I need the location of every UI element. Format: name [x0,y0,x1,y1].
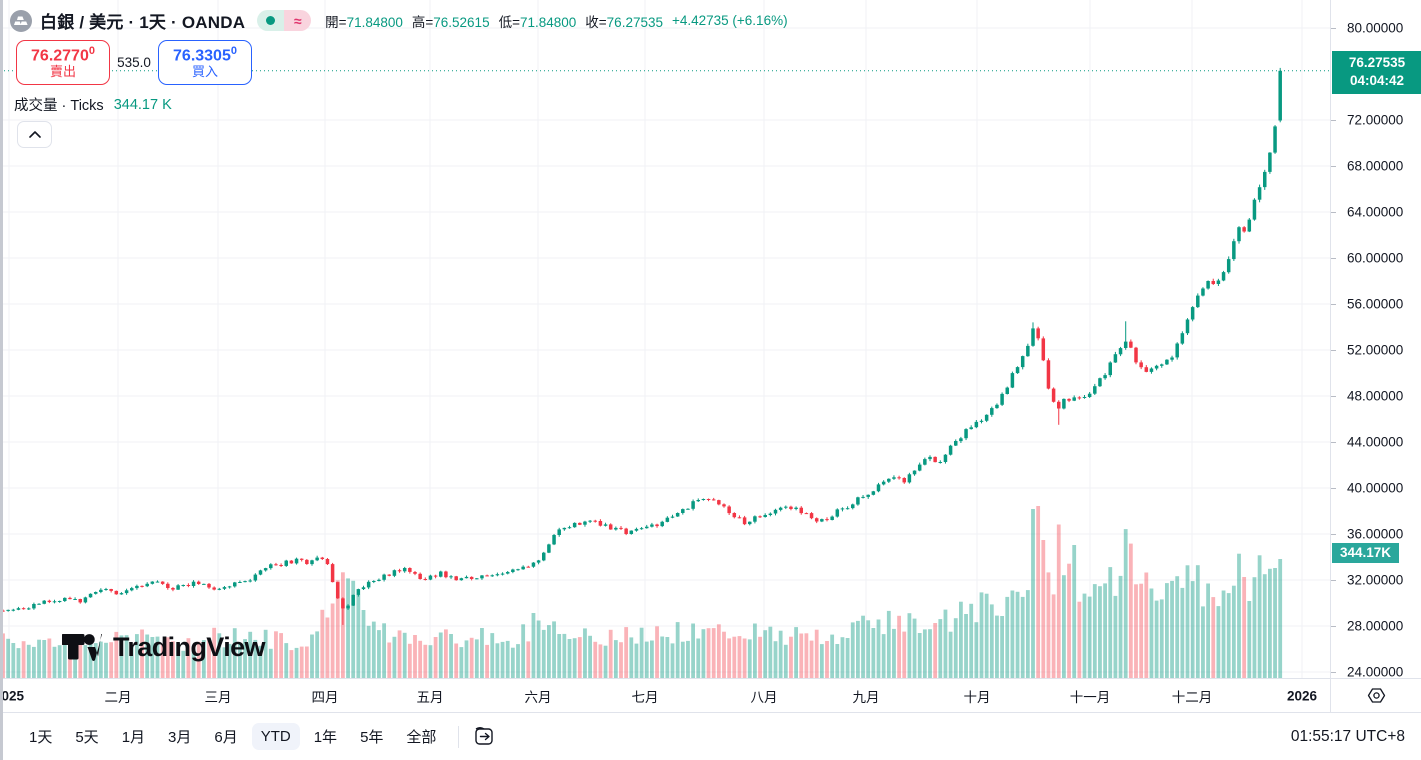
collapse-legend-button[interactable] [17,121,52,148]
volume-indicator-legend[interactable]: 成交量 · Ticks 344.17 K [14,94,172,115]
time-axis-label: 五月 [416,689,444,705]
time-axis[interactable]: 2025 二月 三月 四月 五月 六月 七月 八月 九月 十月 十一月 十二月 2026 [0,678,1330,712]
price-tick [1331,534,1336,535]
price-tick [1331,166,1336,167]
price-axis-label: 24.00000 [1347,664,1404,680]
time-axis-label: 九月 [852,689,880,705]
time-axis-label: 十一月 [1069,689,1111,705]
price-tick [1331,672,1336,673]
buy-button[interactable]: 76.33050 買入 [158,40,252,85]
time-axis-label: 十月 [963,689,991,705]
price-axis[interactable]: 76.27535 04:04:42 344.17K 80.00000 72.000… [1330,0,1421,680]
time-axis-label: 2026 [1286,688,1318,703]
price-axis-label: 80.00000 [1347,20,1404,36]
range-button-1天[interactable]: 1天 [29,729,53,746]
range-button-3月[interactable]: 3月 [168,729,192,746]
date-range-buttons: 1天 5天 1月 3月 6月 YTD 1年 5年 全部 [20,721,450,752]
price-axis-label: 72.00000 [1347,112,1404,128]
tradingview-mark-icon [62,634,102,662]
change-value: +4.42735 (+6.16%) [671,13,788,28]
time-axis-label: 十二月 [1171,689,1213,705]
price-axis-label: 68.00000 [1347,158,1404,174]
close-label: 收 [585,14,599,30]
close-value: 76.27535 [606,14,663,30]
time-axis-label: 三月 [204,689,232,705]
price-axis-label: 32.00000 [1347,572,1404,588]
range-button-1月[interactable]: 1月 [121,729,146,746]
market-status-pill[interactable]: ≈ [257,10,312,31]
axis-settings-corner[interactable] [1330,678,1421,712]
price-tick [1331,442,1336,443]
price-tick [1331,488,1336,489]
go-to-date-button[interactable] [471,724,497,750]
price-tick [1331,350,1336,351]
volume-indicator-value: 344.17 K [113,96,172,113]
symbol-title[interactable]: 白銀 / 美元 · 1天 · OANDA [40,13,246,32]
price-tick [1331,120,1336,121]
chart-pane[interactable]: 白銀 / 美元 · 1天 · OANDA ≈ 開=71.84800 高=76.5… [0,0,1330,678]
range-button-1年[interactable]: 1年 [313,729,338,746]
open-value: 71.84800 [346,14,403,30]
price-tick [1331,28,1336,29]
spread-value: 535.0 [117,55,151,70]
price-axis-label: 48.00000 [1347,388,1404,404]
range-button-6月[interactable]: 6月 [214,729,238,746]
price-axis-label: 60.00000 [1347,250,1404,266]
range-button-5年[interactable]: 5年 [360,729,384,746]
tradingview-wordmark: TradingView [113,631,266,662]
price-tick [1331,212,1336,213]
price-scale-settings-icon[interactable] [1367,686,1386,705]
price-axis-label: 52.00000 [1347,342,1404,358]
high-value: 76.52615 [433,14,490,30]
price-axis-label: 44.00000 [1347,434,1404,450]
sell-button[interactable]: 76.27700 賣出 [16,40,110,85]
session-clock[interactable]: 01:55:17 UTC+8 [1290,728,1405,745]
price-tick [1331,304,1336,305]
ohlc-values: 開=71.84800 高=76.52615 低=71.84800 收=76.27… [325,13,788,30]
volume-value-badge: 344.17K [1332,543,1400,564]
chart-legend: 白銀 / 美元 · 1天 · OANDA ≈ 開=71.84800 高=76.5… [10,8,788,33]
price-axis-label: 36.00000 [1347,526,1404,542]
candlestick-chart[interactable] [0,0,1330,678]
market-open-dot-icon [266,16,276,25]
time-axis-label: 六月 [524,689,552,705]
last-price-value: 76.27535 [1348,54,1406,70]
range-button-全部[interactable]: 全部 [406,729,437,746]
symbol-logo-icon[interactable] [10,9,32,32]
time-axis-label: 四月 [311,689,339,705]
toolbar-divider [458,725,460,748]
time-axis-label: 七月 [631,689,659,705]
price-axis-label: 28.00000 [1347,618,1404,634]
trade-buttons-row: 76.27700 賣出 535.0 76.33050 買入 [16,40,252,85]
range-button-YTD[interactable]: YTD [251,723,300,750]
chevron-up-icon [28,131,41,138]
volume-indicator-name: 成交量 · Ticks [14,98,104,114]
price-tick [1331,580,1336,581]
tradingview-logo[interactable]: TradingView [62,628,266,666]
time-axis-label: 八月 [750,689,778,705]
left-edge-strip [0,0,3,760]
last-price-badge: 76.27535 04:04:42 [1332,50,1421,95]
price-tick [1331,396,1336,397]
price-axis-label: 56.00000 [1347,296,1404,312]
high-label: 高 [411,14,426,30]
approx-data-icon: ≈ [284,10,312,31]
price-tick [1331,626,1336,627]
go-to-date-icon [475,727,493,745]
time-axis-label: 2025 [0,688,25,703]
price-axis-label: 64.00000 [1347,204,1404,220]
bottom-toolbar: 1天 5天 1月 3月 6月 YTD 1年 5年 全部 01:55:17 UTC+8 [0,712,1421,760]
bar-countdown: 04:04:42 [1349,73,1405,89]
low-label: 低 [498,14,513,30]
time-axis-label: 二月 [104,689,132,705]
price-axis-label: 40.00000 [1347,480,1404,496]
range-button-5天[interactable]: 5天 [75,729,99,746]
open-label: 開 [325,14,339,30]
price-tick [1331,258,1336,259]
low-value: 71.84800 [519,14,577,30]
